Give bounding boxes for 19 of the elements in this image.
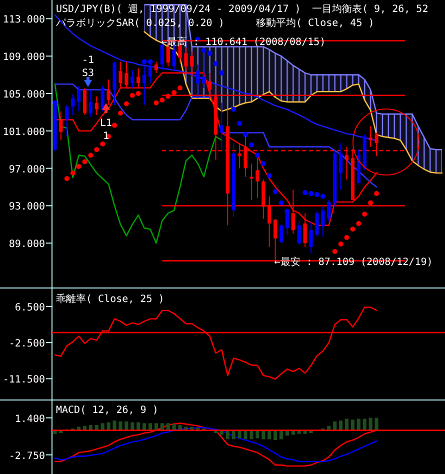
y-tick-label: -11.500 (2, 374, 45, 386)
annotation: 一目均衡表( 9, 26, 52 (312, 3, 428, 15)
y-tick-label: 109.000 (2, 52, 45, 64)
annotation: -1 (82, 55, 94, 66)
y-tick-label: 89.000 (8, 239, 45, 250)
y-tick-label: 93.000 (8, 202, 45, 213)
y-tick-label: -2.500 (8, 338, 45, 350)
text: MACD( 12, 26, 9 ) (56, 405, 158, 416)
annotation: 移動平均( Close, 45 ) (256, 17, 374, 29)
y-tick-label: 97.000 (8, 164, 45, 176)
y-tick-label: 1.400 (14, 414, 45, 425)
y-tick-label: 113.000 (2, 14, 45, 26)
y-tick-label: 101.000 (2, 126, 45, 138)
y-tick-label: 6.500 (14, 302, 45, 314)
y-tick-label: -2.750 (8, 450, 45, 462)
annotation: L1 (100, 118, 112, 129)
y-tick-label: 105.000 (2, 90, 45, 101)
annotation: S3 (82, 68, 94, 79)
text: 乖離率( Close, 25 ) (56, 293, 164, 305)
